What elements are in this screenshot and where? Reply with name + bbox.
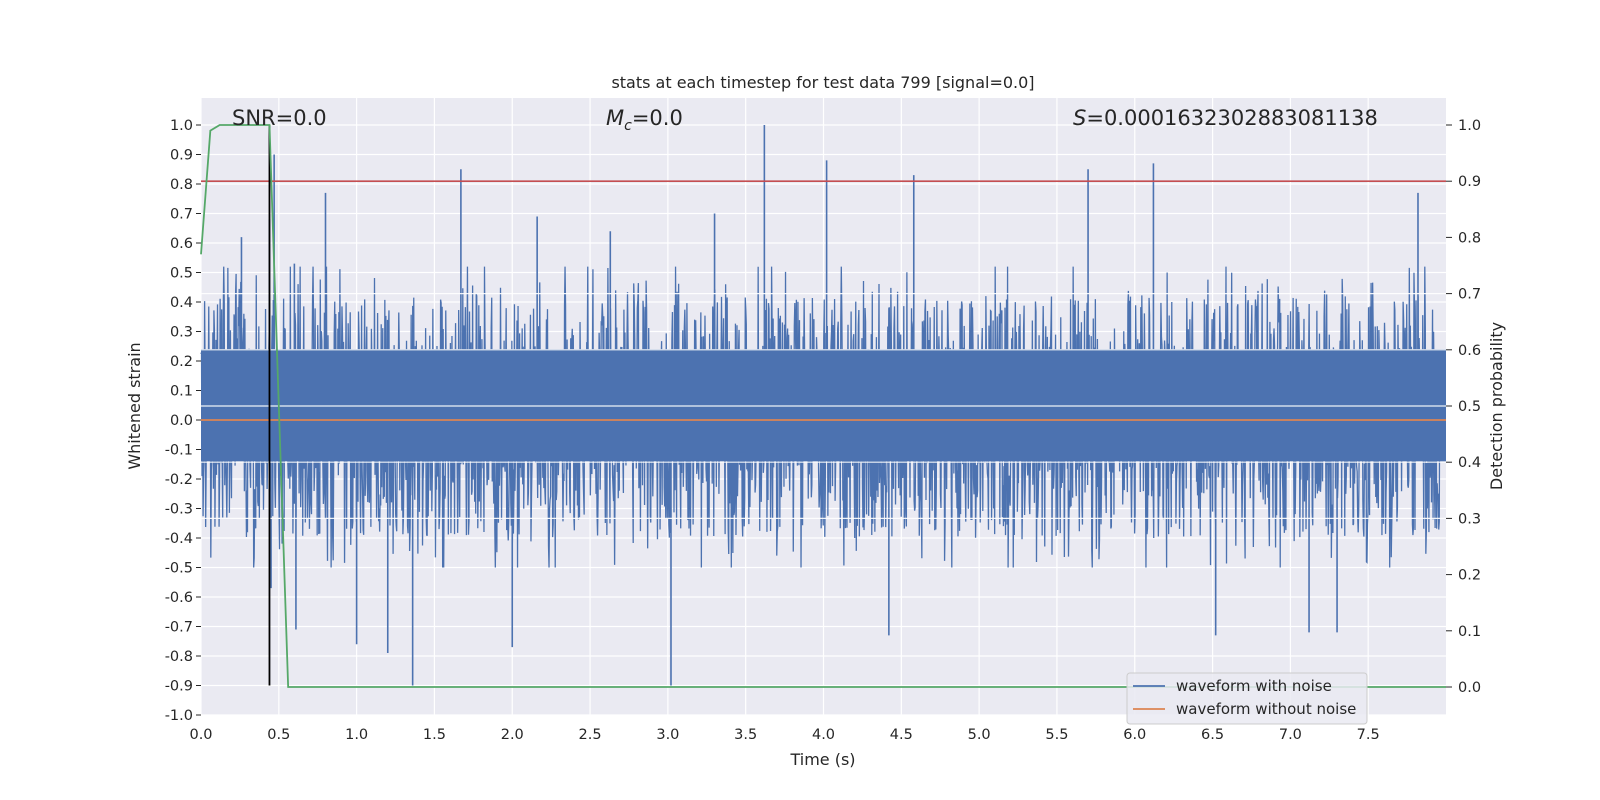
axes: 0.0 0.5 1.0 1.5 2.0 2.5 3.0 3.5 4.0 4.5 5.0 5.5 6.0 6… [165,118,1481,743]
y-tick-label-left: 0.4 [170,295,193,311]
y-tick-label-left: 0.2 [170,354,193,370]
y-tick-label-left: -0.6 [165,590,193,606]
y-tick-label-left: -0.2 [165,472,193,488]
y-tick-label-right: 0.7 [1458,287,1481,303]
y-tick-label-left: -0.1 [165,443,193,459]
y-tick-label-left: -1.0 [165,708,193,724]
y-tick-label-left: 0.5 [170,266,193,282]
x-tick-label: 5.5 [1045,727,1068,743]
x-tick-label: 7.0 [1279,727,1302,743]
x-tick-label: 1.5 [423,727,446,743]
y-tick-label-left: 0.7 [170,207,193,223]
y-tick-label-left: 0.3 [170,325,193,341]
legend: waveform with noise waveform without noi… [1126,672,1368,725]
chirp-mass-symbol: M [606,106,624,130]
chirp-mass-annotation: Mc=0.0 [606,106,683,134]
x-tick-label: 5.0 [968,727,991,743]
noise-waveform-core [201,349,1446,462]
x-tick-label: 1.0 [345,727,368,743]
x-tick-label: 6.5 [1201,727,1224,743]
x-tick-label: 3.0 [656,727,679,743]
y-axis-label-right: Detection probability [1487,322,1506,490]
y-tick-label-left: -0.9 [165,679,193,695]
legend-label-noise: waveform with noise [1176,677,1332,695]
x-tick-label: 4.5 [890,727,913,743]
y-tick-label-left: -0.5 [165,561,193,577]
y-axis-label-left: Whitened strain [125,342,144,469]
snr-annotation: SNR=0.0 [232,106,327,130]
x-tick-label: 7.5 [1357,727,1380,743]
y-tick-label-left: 0.8 [170,177,193,193]
y-tick-label-right: 1.0 [1458,118,1481,134]
y-tick-label-right: 0.6 [1458,343,1481,359]
y-tick-label-left: -0.4 [165,531,193,547]
y-tick-label-left: -0.7 [165,620,193,636]
y-tick-label-left: 1.0 [170,118,193,134]
x-tick-label: 0.0 [189,727,212,743]
y-tick-label-right: 0.9 [1458,174,1481,190]
plot-area [200,124,1446,688]
y-tick-label-left: 0.1 [170,384,193,400]
y-tick-label-left: -0.8 [165,649,193,665]
y-tick-label-right: 0.1 [1458,624,1481,640]
noise-waveform-line [200,266,1441,568]
chart-title: stats at each timestep for test data 799… [611,73,1034,92]
y-tick-label-right: 0.0 [1458,680,1481,696]
x-tick-label: 3.5 [734,727,757,743]
s-annotation: S=0.0001632302883081138 [1073,106,1378,130]
legend-label-clean: waveform without noise [1176,700,1356,718]
y-tick-label-left: 0.0 [170,413,193,429]
detection-probability-line [200,124,1446,688]
x-axis-label: Time (s) [789,750,855,769]
chirp-mass-value: =0.0 [632,106,683,130]
y-tick-label-left: 0.6 [170,236,193,252]
x-tick-label: 2.5 [579,727,602,743]
chirp-mass-subscript: c [624,118,632,134]
y-tick-label-right: 0.2 [1458,568,1481,584]
y-tick-label-right: 0.8 [1458,230,1481,246]
y-tick-label-right: 0.4 [1458,455,1481,471]
y-tick-label-left: 0.9 [170,148,193,164]
y-tick-label-right: 0.3 [1458,511,1481,527]
s-symbol: S [1073,106,1086,130]
x-tick-label: 0.5 [267,727,290,743]
x-tick-label: 2.0 [501,727,524,743]
x-tick-label: 6.0 [1123,727,1146,743]
legend-box [1126,672,1368,725]
s-value: =0.0001632302883081138 [1086,106,1378,130]
y-tick-label-left: -0.3 [165,502,193,518]
x-tick-label: 4.0 [812,727,835,743]
y-tick-label-right: 0.5 [1458,399,1481,415]
